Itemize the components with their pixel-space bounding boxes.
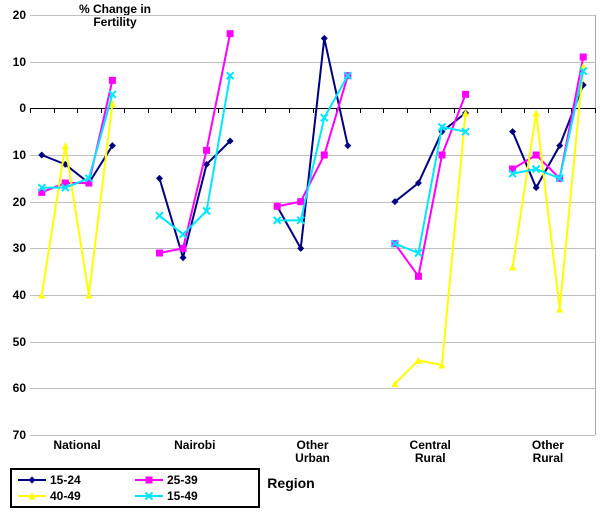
legend-label: 25-39 [167, 473, 198, 487]
fertility-change-chart: % Change in Fertility 201001020304050607… [0, 0, 615, 514]
legend-label: 15-24 [50, 473, 81, 487]
y-tick-label: 0 [0, 101, 26, 115]
y-tick-label: 70 [0, 428, 26, 442]
legend-item-25-39: 25-39 [135, 473, 252, 487]
x-marker-icon [135, 489, 163, 503]
series-25-39 [38, 30, 586, 280]
diamond-marker-icon [18, 473, 46, 487]
y-tick-label: 20 [0, 195, 26, 209]
y-tick-label: 60 [0, 381, 26, 395]
square-marker-icon [135, 473, 163, 487]
legend-label: 40-49 [50, 489, 81, 503]
series-40-49 [38, 63, 586, 387]
x-axis-title: Region [267, 475, 314, 491]
y-tick-label: 40 [0, 288, 26, 302]
legend-label: 15-49 [167, 489, 198, 503]
legend-item-15-24: 15-24 [18, 473, 135, 487]
x-category-label: OtherUrban [273, 439, 353, 465]
y-tick-label: 50 [0, 335, 26, 349]
legend-item-40-49: 40-49 [18, 489, 135, 503]
series-15-24 [38, 35, 586, 261]
triangle-marker-icon [18, 489, 46, 503]
x-category-label: National [37, 439, 117, 452]
gridline [30, 435, 595, 436]
x-category-label: OtherRural [508, 439, 588, 465]
legend: 15-24 25-39 40-49 15-49 [10, 468, 260, 508]
series-15-49 [38, 68, 586, 257]
y-tick-label: 10 [0, 148, 26, 162]
x-category-label: CentralRural [390, 439, 470, 465]
legend-item-15-49: 15-49 [135, 489, 252, 503]
y-tick-label: 20 [0, 8, 26, 22]
y-tick-label: 30 [0, 241, 26, 255]
x-category-label: Nairobi [155, 439, 235, 452]
y-tick-label: 10 [0, 55, 26, 69]
x-tick [595, 108, 596, 113]
chart-lines [30, 15, 595, 435]
